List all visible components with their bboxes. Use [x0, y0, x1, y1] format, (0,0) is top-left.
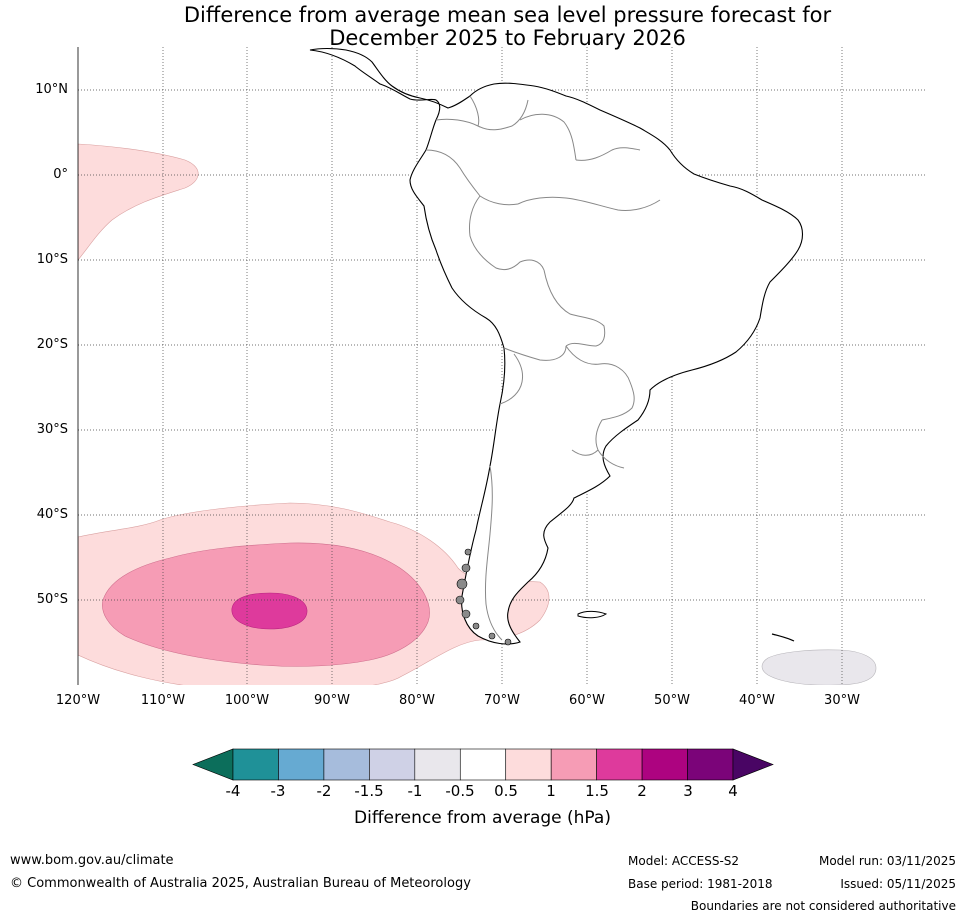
colorbar-tick: -4 [225, 782, 241, 800]
footer-disclaimer: Boundaries are not considered authoritat… [690, 899, 956, 913]
colorbar-swatch [323, 748, 370, 781]
colorbar-tick: -0.5 [445, 782, 475, 800]
colorbar-swatch [505, 748, 552, 781]
lon-label-60w: 60°W [569, 693, 605, 708]
anomaly-region-south-atlantic [761, 649, 877, 685]
footer-base-period: Base period: 1981-2018 [628, 877, 773, 891]
colorbar-swatch [550, 748, 597, 781]
south-georgia-island [771, 633, 795, 642]
footer-model-run: Model run: 03/11/2025 [818, 854, 956, 868]
colorbar-tick: 4 [728, 782, 738, 800]
colorbar-swatch [232, 748, 279, 781]
colorbar-tick: 3 [683, 782, 693, 800]
colorbar-swatch [459, 748, 507, 781]
footer-model: Model: ACCESS-S2 [628, 854, 740, 868]
colorbar-under-arrow [192, 748, 234, 781]
colorbar-tick: 1 [546, 782, 556, 800]
title-line-2: December 2025 to February 2026 [329, 26, 686, 50]
lon-label-80w: 80°W [399, 693, 435, 708]
colorbar-tick: 2 [637, 782, 647, 800]
country-borders [425, 95, 661, 641]
anomaly-region-southeast-pacific-max [231, 592, 308, 630]
lat-label-10n: 10°N [35, 82, 68, 97]
lat-label-10s: 10°S [36, 252, 68, 267]
footer-copyright: © Commonwealth of Australia 2025, Austra… [10, 876, 471, 891]
anomaly-region-pacific-equatorial [78, 143, 199, 261]
lat-label-30s: 30°S [36, 422, 68, 437]
lat-label-40s: 40°S [36, 507, 68, 522]
chart-title: Difference from average mean sea level p… [80, 4, 935, 50]
title-line-1: Difference from average mean sea level p… [183, 3, 832, 27]
lat-label-0: 0° [53, 167, 68, 182]
patagonia-islands [455, 548, 512, 646]
lon-label-40w: 40°W [739, 693, 775, 708]
falkland-islands [577, 610, 608, 619]
pressure-anomaly-map [77, 47, 926, 685]
footer-issued: Issued: 05/11/2025 [840, 877, 956, 891]
colorbar-swatch [369, 748, 416, 781]
colorbar-swatch [278, 748, 325, 781]
colorbar-tick: -2 [316, 782, 332, 800]
lon-label-30w: 30°W [824, 693, 860, 708]
lat-label-20s: 20°S [36, 337, 68, 352]
lat-label-50s: 50°S [36, 592, 68, 607]
footer-website: www.bom.gov.au/climate [10, 853, 174, 868]
colorbar-swatch [414, 748, 461, 781]
south-america-landmass [309, 47, 804, 645]
lon-label-120w: 120°W [55, 693, 101, 708]
lon-label-110w: 110°W [140, 693, 186, 708]
colorbar-tick: -1.5 [354, 782, 384, 800]
colorbar-swatch [687, 748, 734, 781]
colorbar-swatch [596, 748, 643, 781]
lon-label-100w: 100°W [224, 693, 270, 708]
colorbar-tick: 1.5 [585, 782, 609, 800]
lon-label-70w: 70°W [484, 693, 520, 708]
colorbar-over-arrow [732, 748, 774, 781]
colorbar-tick: 0.5 [494, 782, 518, 800]
colorbar-label: Difference from average (hPa) [354, 808, 611, 828]
colorbar-swatch [641, 748, 688, 781]
colorbar-tick: -1 [407, 782, 423, 800]
lon-label-50w: 50°W [654, 693, 690, 708]
lon-label-90w: 90°W [314, 693, 350, 708]
colorbar-tick: -3 [270, 782, 286, 800]
